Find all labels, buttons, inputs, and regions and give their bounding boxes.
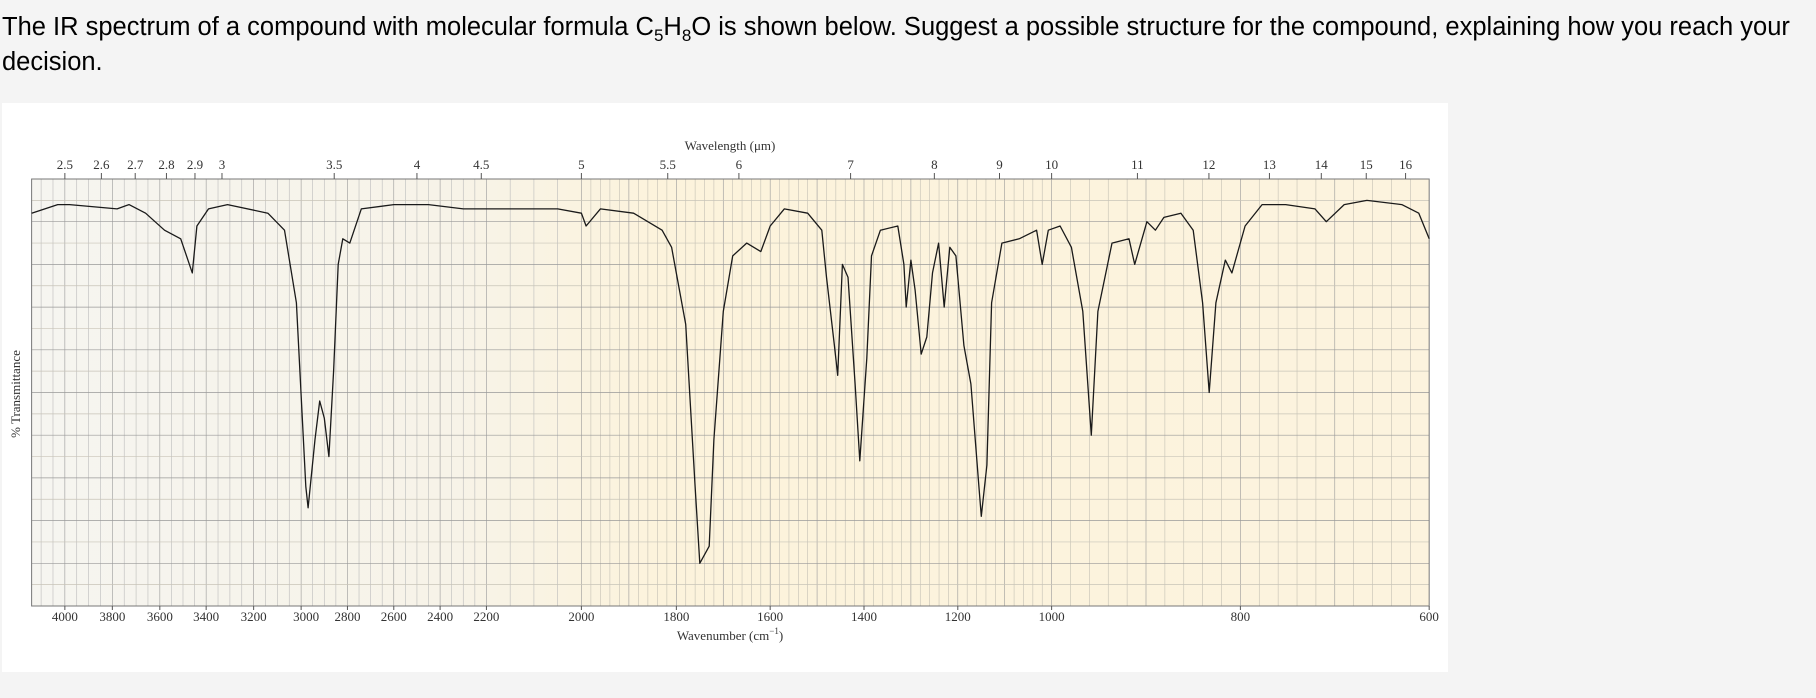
x-tick-label: 2800: [334, 609, 360, 624]
plot-background: [32, 179, 1429, 606]
x2-tick-label: 14: [1315, 157, 1329, 172]
formula-element: C: [635, 13, 654, 41]
x-label-main: Wavenumber (cm: [677, 628, 769, 643]
x-tick-label: 3400: [193, 609, 219, 624]
x-tick-label: 2400: [427, 609, 453, 624]
x-label-end: ): [779, 628, 783, 643]
x2-axis-label: Wavelength (μm): [685, 138, 776, 153]
x-tick-label: 4000: [52, 609, 78, 624]
x-tick-label: 2200: [473, 609, 499, 624]
x2-tick-label: 10: [1045, 157, 1058, 172]
x2-tick-label: 16: [1399, 157, 1413, 172]
x-tick-label: 1400: [851, 609, 877, 624]
x2-tick-label: 2.5: [57, 157, 73, 172]
x-tick-label: 2600: [381, 609, 407, 624]
grid: [31, 178, 1430, 607]
formula-count: 8: [681, 26, 692, 46]
question-prefix: The IR spectrum of a compound with molec…: [2, 13, 629, 41]
question-suffix: is shown below. Suggest a possible struc…: [2, 13, 1790, 76]
x2-tick-label: 5.5: [660, 157, 676, 172]
x2-tick-label: 6: [736, 157, 743, 172]
x-tick-label: 800: [1231, 609, 1251, 624]
x2-tick-label: 3.5: [326, 157, 342, 172]
x2-tick-label: 12: [1202, 157, 1215, 172]
x2-tick-label: 4: [414, 157, 421, 172]
figure-background: [2, 103, 1448, 672]
x-tick-label: 3000: [293, 609, 319, 624]
x-tick-label: 2000: [568, 609, 594, 624]
x-tick-label: 3800: [99, 609, 125, 624]
x2-tick-label: 5: [578, 157, 585, 172]
x2-tick-label: 2.6: [93, 157, 110, 172]
x2-tick-label: 13: [1263, 157, 1276, 172]
x-label-sup: −1: [769, 626, 779, 636]
x2-tick-label: 9: [996, 157, 1003, 172]
y-axis-label: % Transmittance: [8, 350, 23, 438]
x-tick-label: 1800: [663, 609, 689, 624]
x-tick-label: 1000: [1039, 609, 1065, 624]
x2-tick-label: 8: [931, 157, 938, 172]
x2-tick-label: 15: [1360, 157, 1373, 172]
x2-tick-label: 4.5: [473, 157, 489, 172]
x-tick-label: 3600: [147, 609, 173, 624]
x2-tick-label: 2.9: [187, 157, 203, 172]
x2-tick-label: 2.8: [158, 157, 174, 172]
x-tick-label: 600: [1419, 609, 1439, 624]
x-tick-label: 1600: [757, 609, 783, 624]
x2-tick-label: 11: [1131, 157, 1144, 172]
x2-tick-label: 2.7: [127, 157, 144, 172]
plot-frame: [31, 178, 1430, 607]
formula-element: O: [691, 13, 712, 41]
question: The IR spectrum of a compound with molec…: [2, 10, 1802, 80]
x2-tick-label: 3: [219, 157, 226, 172]
formula-count: 5: [653, 26, 664, 46]
spectrum-line: [31, 199, 1430, 564]
x-axis-label: Wavenumber (cm−1): [677, 626, 783, 643]
x-tick-label: 1200: [945, 609, 971, 624]
formula-element: H: [663, 13, 682, 41]
x2-tick-label: 7: [847, 157, 854, 172]
x-tick-label: 3200: [241, 609, 267, 624]
